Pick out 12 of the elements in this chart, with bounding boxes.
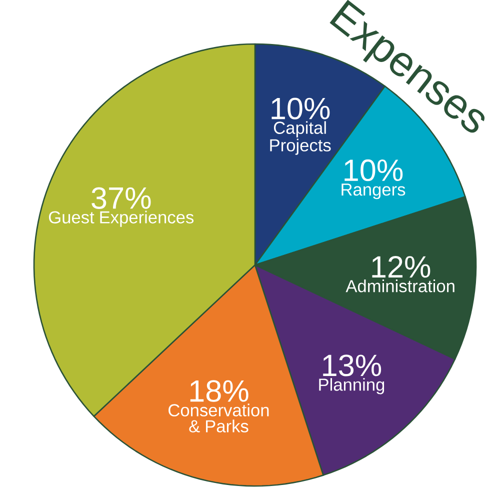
slice-label: Rangers: [342, 184, 406, 200]
slice-label: Administration: [346, 280, 454, 292]
data-label: 10%: [344, 159, 403, 182]
data-label: 10%: [272, 98, 330, 120]
data-label: 12%: [372, 256, 430, 278]
data-label: 18%: [190, 380, 248, 402]
data-label: 13%: [323, 354, 382, 376]
slice-label: Guest Experiences: [48, 210, 194, 227]
data-label: 37%: [92, 187, 151, 209]
slice-label: Capital Projects: [270, 121, 331, 155]
slice-label: Conservation & Parks: [168, 404, 269, 432]
slice-label: Planning: [319, 378, 384, 394]
